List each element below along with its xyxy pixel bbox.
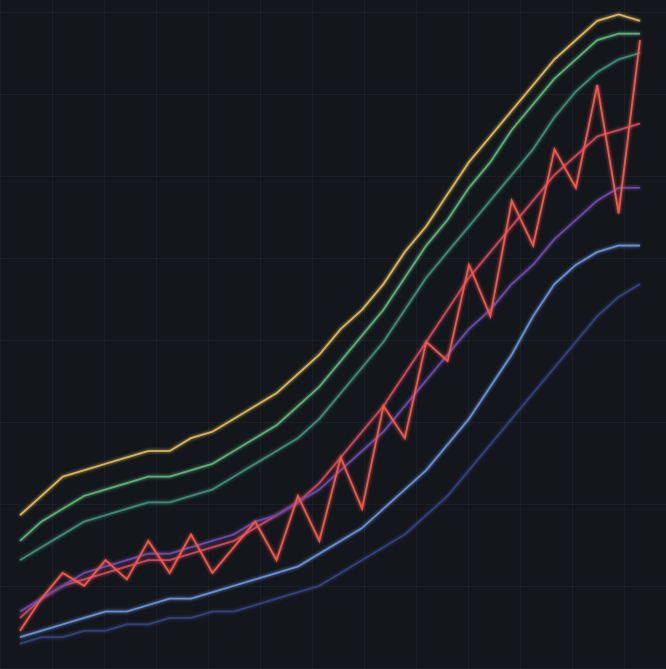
series-line [19,13,641,516]
series-line [19,52,641,561]
series-line [19,32,640,542]
series-line [19,39,641,632]
series-line [19,186,640,613]
series-line [19,283,641,645]
series-line [19,244,640,639]
series-line [19,122,641,619]
